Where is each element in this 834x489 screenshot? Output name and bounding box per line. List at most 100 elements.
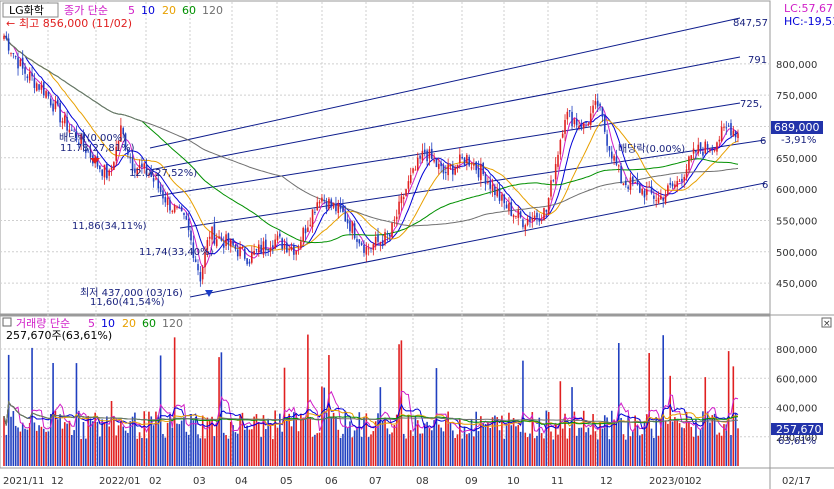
candle-body	[657, 197, 660, 203]
candle-body	[253, 251, 255, 255]
candle-body	[274, 239, 276, 249]
volume-panel-toggle-icon[interactable]	[2, 317, 12, 327]
current-price: 689,000	[774, 121, 820, 134]
candle-body	[243, 248, 246, 259]
volume-bar	[414, 416, 417, 466]
candle-body	[529, 216, 531, 222]
volume-bar	[386, 428, 389, 466]
dividend-label-1: 배당락(0.00%)	[59, 132, 126, 144]
price-tick-label: 550,000	[776, 216, 817, 227]
volume-bar	[688, 421, 690, 466]
price-tick-label: 600,000	[776, 185, 817, 196]
volume-bar	[204, 438, 206, 466]
candle-body	[395, 216, 398, 220]
candle-body	[164, 197, 167, 203]
volume-bar	[690, 426, 693, 466]
candle-body	[157, 179, 160, 189]
price-legend-prefix: 종가 단순	[64, 4, 108, 17]
volume-bar	[676, 419, 679, 466]
volume-bar	[260, 437, 262, 466]
candle-body	[190, 230, 192, 241]
candle-body	[122, 128, 125, 135]
candle-body	[234, 244, 237, 250]
volume-bar	[274, 410, 276, 466]
candle-body	[695, 150, 697, 153]
volume-bar	[617, 343, 620, 466]
volume-bar	[423, 423, 426, 466]
volume-bar	[540, 433, 543, 466]
volume-bar	[568, 428, 571, 466]
candle-body	[473, 164, 475, 166]
candle-body	[545, 209, 548, 212]
candle-body	[220, 238, 223, 241]
candle-body	[236, 249, 239, 257]
candle-body	[68, 129, 71, 133]
volume-bar	[10, 416, 12, 466]
candle-body	[367, 248, 370, 250]
volume-bar	[192, 420, 195, 466]
volume-bar	[302, 418, 305, 466]
volume-bar	[286, 417, 288, 466]
volume-bar	[330, 416, 333, 466]
volume-bar	[63, 422, 66, 466]
vol-ma-period-20: 20	[122, 317, 136, 330]
candle-body	[33, 78, 36, 88]
volume-bar	[325, 412, 328, 466]
volume-bar	[45, 431, 47, 466]
volume-bar	[311, 436, 314, 466]
volume-bar	[391, 432, 393, 466]
volume-bar	[206, 417, 209, 466]
volume-bar	[173, 337, 176, 466]
volume-bar	[737, 428, 739, 466]
volume-bar	[643, 421, 646, 466]
candle-body	[180, 206, 183, 212]
volume-bar	[566, 438, 569, 466]
volume-bar	[115, 435, 118, 466]
candle-body	[328, 198, 330, 209]
candle-body	[463, 157, 466, 166]
volume-bar	[120, 421, 122, 466]
candle-body	[201, 267, 204, 280]
candle-body	[711, 147, 714, 150]
candle-body	[599, 103, 601, 106]
volume-bar	[482, 422, 485, 466]
candle-body	[283, 244, 286, 248]
date-tick-label: 2023/01	[649, 476, 691, 487]
candle-body	[185, 215, 188, 220]
current-price-tag	[771, 121, 823, 134]
volume-bar	[634, 415, 636, 466]
volume-bar	[709, 422, 711, 466]
volume-bar	[615, 424, 618, 466]
volume-bar	[671, 421, 674, 466]
candle-body	[699, 142, 702, 151]
stock-name: LG화학	[9, 4, 44, 17]
candle-body	[323, 200, 326, 202]
candle-body	[622, 183, 625, 186]
candle-body	[134, 168, 136, 173]
price-tick-label: 450,000	[776, 279, 817, 290]
candle-body	[681, 178, 683, 182]
volume-bar	[459, 419, 461, 466]
volume-bar	[412, 435, 414, 466]
volume-bar	[152, 425, 155, 466]
candle-body	[515, 215, 517, 217]
candle-body	[566, 111, 569, 120]
stock-name-box[interactable]	[2, 2, 59, 18]
volume-bar	[384, 417, 386, 466]
candle-body	[648, 186, 650, 188]
volume-bar	[61, 428, 64, 466]
volume-bar	[727, 351, 730, 466]
max-label: 최고 856,000 (11/02)	[19, 17, 132, 30]
candle-body	[454, 167, 456, 175]
volume-bar	[681, 427, 683, 466]
volume-panel-close-icon[interactable]	[821, 317, 832, 328]
volume-bar	[646, 414, 648, 466]
volume-bar	[176, 423, 178, 466]
candle-body	[594, 100, 597, 106]
candle-body	[720, 126, 723, 142]
candle-body	[734, 131, 737, 138]
volume-bar	[437, 424, 440, 466]
candle-body	[433, 160, 435, 162]
volume-bar	[276, 427, 279, 466]
candle-body	[571, 111, 573, 127]
